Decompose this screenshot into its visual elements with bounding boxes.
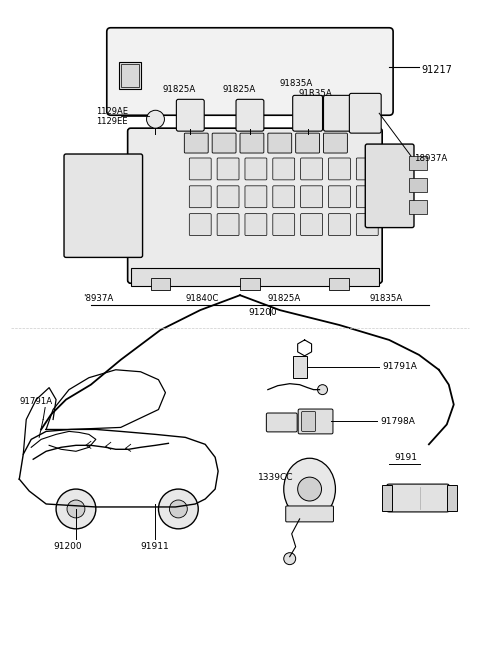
- FancyBboxPatch shape: [324, 133, 348, 153]
- FancyBboxPatch shape: [240, 133, 264, 153]
- FancyBboxPatch shape: [245, 158, 267, 180]
- Text: 91825A: 91825A: [222, 85, 255, 94]
- FancyBboxPatch shape: [328, 186, 350, 208]
- Text: 91825A: 91825A: [162, 85, 196, 94]
- Text: 91791A: 91791A: [19, 397, 52, 406]
- FancyBboxPatch shape: [356, 158, 378, 180]
- FancyBboxPatch shape: [245, 186, 267, 208]
- FancyBboxPatch shape: [212, 133, 236, 153]
- Text: 91217: 91217: [421, 64, 452, 74]
- Bar: [240, 279, 260, 290]
- FancyBboxPatch shape: [217, 186, 239, 208]
- Circle shape: [169, 500, 187, 518]
- FancyBboxPatch shape: [365, 144, 414, 227]
- FancyBboxPatch shape: [64, 154, 143, 258]
- FancyBboxPatch shape: [328, 158, 350, 180]
- Text: 91911: 91911: [141, 542, 169, 551]
- FancyBboxPatch shape: [356, 186, 378, 208]
- FancyBboxPatch shape: [273, 158, 295, 180]
- FancyBboxPatch shape: [273, 214, 295, 236]
- Bar: [151, 279, 170, 290]
- FancyBboxPatch shape: [386, 484, 450, 512]
- FancyBboxPatch shape: [268, 133, 292, 153]
- Text: 9191: 9191: [394, 453, 417, 462]
- FancyBboxPatch shape: [300, 214, 323, 236]
- Text: 1339CC: 1339CC: [258, 472, 293, 482]
- FancyBboxPatch shape: [245, 214, 267, 236]
- FancyBboxPatch shape: [217, 214, 239, 236]
- Bar: [119, 62, 141, 89]
- FancyBboxPatch shape: [298, 409, 333, 434]
- Text: 91R35A: 91R35A: [299, 89, 333, 98]
- FancyBboxPatch shape: [273, 186, 295, 208]
- Bar: [409, 200, 427, 214]
- FancyBboxPatch shape: [356, 214, 378, 236]
- Text: 91835A: 91835A: [369, 294, 403, 303]
- Text: 91791A: 91791A: [382, 362, 417, 371]
- Ellipse shape: [284, 458, 336, 520]
- FancyBboxPatch shape: [217, 158, 239, 180]
- Text: 18937A: 18937A: [414, 154, 447, 164]
- Bar: [409, 156, 427, 170]
- FancyBboxPatch shape: [300, 186, 323, 208]
- FancyBboxPatch shape: [324, 95, 351, 131]
- Circle shape: [318, 384, 327, 395]
- FancyBboxPatch shape: [189, 158, 211, 180]
- Circle shape: [67, 500, 85, 518]
- FancyBboxPatch shape: [266, 413, 297, 432]
- FancyBboxPatch shape: [176, 99, 204, 131]
- Text: 91840C: 91840C: [185, 294, 219, 303]
- FancyBboxPatch shape: [189, 214, 211, 236]
- Bar: [329, 279, 349, 290]
- Text: 91825A: 91825A: [268, 294, 301, 303]
- FancyBboxPatch shape: [107, 28, 393, 115]
- FancyBboxPatch shape: [184, 133, 208, 153]
- Bar: [120, 64, 139, 87]
- FancyBboxPatch shape: [293, 95, 323, 131]
- Text: 91798A: 91798A: [380, 417, 415, 426]
- Circle shape: [298, 477, 322, 501]
- Circle shape: [146, 110, 165, 128]
- Circle shape: [158, 489, 198, 529]
- Bar: [131, 268, 379, 286]
- FancyBboxPatch shape: [328, 214, 350, 236]
- Text: 91200: 91200: [53, 542, 82, 551]
- FancyBboxPatch shape: [300, 158, 323, 180]
- FancyBboxPatch shape: [296, 133, 320, 153]
- FancyBboxPatch shape: [128, 128, 382, 283]
- FancyBboxPatch shape: [286, 506, 334, 522]
- Text: 1129AE: 1129AE: [96, 107, 128, 116]
- FancyBboxPatch shape: [189, 186, 211, 208]
- Bar: [447, 485, 457, 511]
- Text: 91200: 91200: [248, 307, 276, 317]
- Bar: [293, 356, 307, 378]
- FancyBboxPatch shape: [236, 99, 264, 131]
- Circle shape: [56, 489, 96, 529]
- FancyBboxPatch shape: [301, 411, 315, 432]
- Bar: [409, 178, 427, 192]
- Bar: [382, 485, 392, 511]
- Text: 91835A: 91835A: [280, 79, 313, 88]
- Circle shape: [284, 553, 296, 564]
- Text: '8937A: '8937A: [83, 294, 113, 303]
- Text: 1129EE: 1129EE: [96, 117, 127, 125]
- FancyBboxPatch shape: [349, 93, 381, 133]
